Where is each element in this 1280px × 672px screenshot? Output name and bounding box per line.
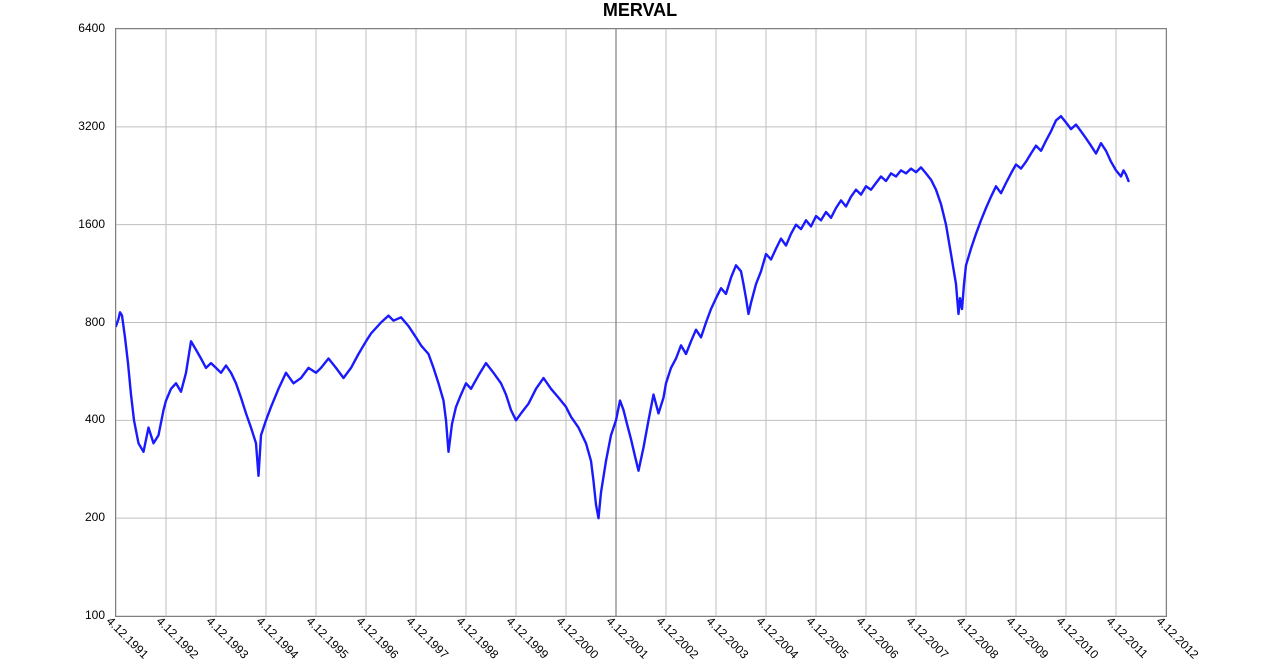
x-tick-label: 4.12.2010 bbox=[1054, 614, 1102, 662]
y-tick-label: 400 bbox=[65, 412, 105, 426]
x-tick-label: 4.12.2012 bbox=[1154, 614, 1202, 662]
y-tick-label: 100 bbox=[65, 608, 105, 622]
x-tick-label: 4.12.2005 bbox=[804, 614, 852, 662]
x-tick-label: 4.12.2011 bbox=[1104, 614, 1151, 661]
x-tick-label: 4.12.2004 bbox=[754, 614, 802, 662]
x-tick-label: 4.12.1998 bbox=[454, 614, 502, 662]
y-tick-label: 200 bbox=[65, 510, 105, 524]
chart-container: MERVAL 100 200 400 800 1600 3200 6400 4.12.199… bbox=[0, 0, 1280, 672]
x-tick-label: 4.12.1996 bbox=[354, 614, 402, 662]
x-tick-label: 4.12.1994 bbox=[254, 614, 302, 662]
x-tick-label: 4.12.1991 bbox=[104, 614, 152, 662]
x-tick-label: 4.12.2007 bbox=[904, 614, 952, 662]
x-tick-label: 4.12.1992 bbox=[154, 614, 202, 662]
y-tick-label: 1600 bbox=[65, 217, 105, 231]
y-tick-label: 800 bbox=[65, 315, 105, 329]
x-tick-label: 4.12.1997 bbox=[404, 614, 452, 662]
x-tick-label: 4.12.2008 bbox=[954, 614, 1002, 662]
x-tick-label: 4.12.2001 bbox=[604, 614, 652, 662]
x-tick-label: 4.12.2006 bbox=[854, 614, 902, 662]
x-tick-label: 4.12.1999 bbox=[504, 614, 552, 662]
chart-title: MERVAL bbox=[0, 0, 1280, 21]
x-tick-label: 4.12.1995 bbox=[304, 614, 352, 662]
plot-area bbox=[115, 28, 1167, 617]
plot-svg bbox=[116, 29, 1166, 616]
y-tick-label: 6400 bbox=[65, 21, 105, 35]
x-tick-label: 4.12.2009 bbox=[1004, 614, 1052, 662]
series-line bbox=[116, 116, 1129, 518]
x-tick-label: 4.12.2002 bbox=[654, 614, 702, 662]
y-tick-label: 3200 bbox=[65, 119, 105, 133]
x-tick-label: 4.12.1993 bbox=[204, 614, 252, 662]
x-tick-label: 4.12.2003 bbox=[704, 614, 752, 662]
x-tick-label: 4.12.2000 bbox=[554, 614, 602, 662]
